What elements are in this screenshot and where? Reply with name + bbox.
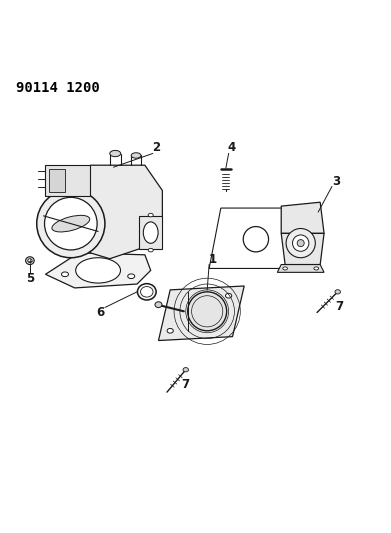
Ellipse shape [138, 284, 156, 300]
Text: 1: 1 [208, 253, 216, 266]
Text: 4: 4 [227, 141, 235, 154]
Ellipse shape [188, 292, 227, 331]
Polygon shape [90, 165, 162, 259]
Polygon shape [158, 286, 244, 341]
Ellipse shape [131, 153, 141, 158]
Ellipse shape [155, 302, 162, 308]
Ellipse shape [292, 235, 309, 251]
Ellipse shape [286, 229, 315, 258]
Polygon shape [45, 165, 90, 196]
Polygon shape [277, 264, 324, 272]
Ellipse shape [141, 287, 153, 297]
Ellipse shape [45, 197, 97, 250]
Ellipse shape [297, 240, 304, 247]
Ellipse shape [283, 267, 287, 270]
Bar [49, 169, 65, 192]
Text: 90114 1200: 90114 1200 [16, 82, 100, 95]
Ellipse shape [183, 368, 188, 372]
Ellipse shape [28, 259, 32, 263]
Ellipse shape [143, 222, 158, 244]
Ellipse shape [128, 274, 135, 279]
Ellipse shape [37, 190, 105, 258]
Ellipse shape [226, 293, 232, 298]
Polygon shape [139, 216, 162, 249]
Text: 6: 6 [96, 306, 104, 319]
Ellipse shape [335, 289, 341, 294]
Ellipse shape [314, 267, 319, 270]
Text: 3: 3 [332, 175, 341, 188]
Text: 7: 7 [335, 300, 343, 313]
Text: 5: 5 [26, 272, 34, 286]
Ellipse shape [76, 258, 120, 283]
Ellipse shape [167, 328, 173, 333]
Ellipse shape [61, 272, 68, 277]
Ellipse shape [148, 248, 153, 252]
Ellipse shape [243, 227, 269, 252]
Text: 2: 2 [152, 141, 161, 154]
Ellipse shape [26, 257, 34, 264]
Polygon shape [281, 233, 324, 264]
Ellipse shape [52, 215, 90, 232]
Ellipse shape [148, 213, 153, 217]
Polygon shape [281, 202, 324, 233]
Ellipse shape [110, 150, 121, 157]
Text: 7: 7 [182, 378, 190, 391]
Polygon shape [45, 253, 151, 288]
